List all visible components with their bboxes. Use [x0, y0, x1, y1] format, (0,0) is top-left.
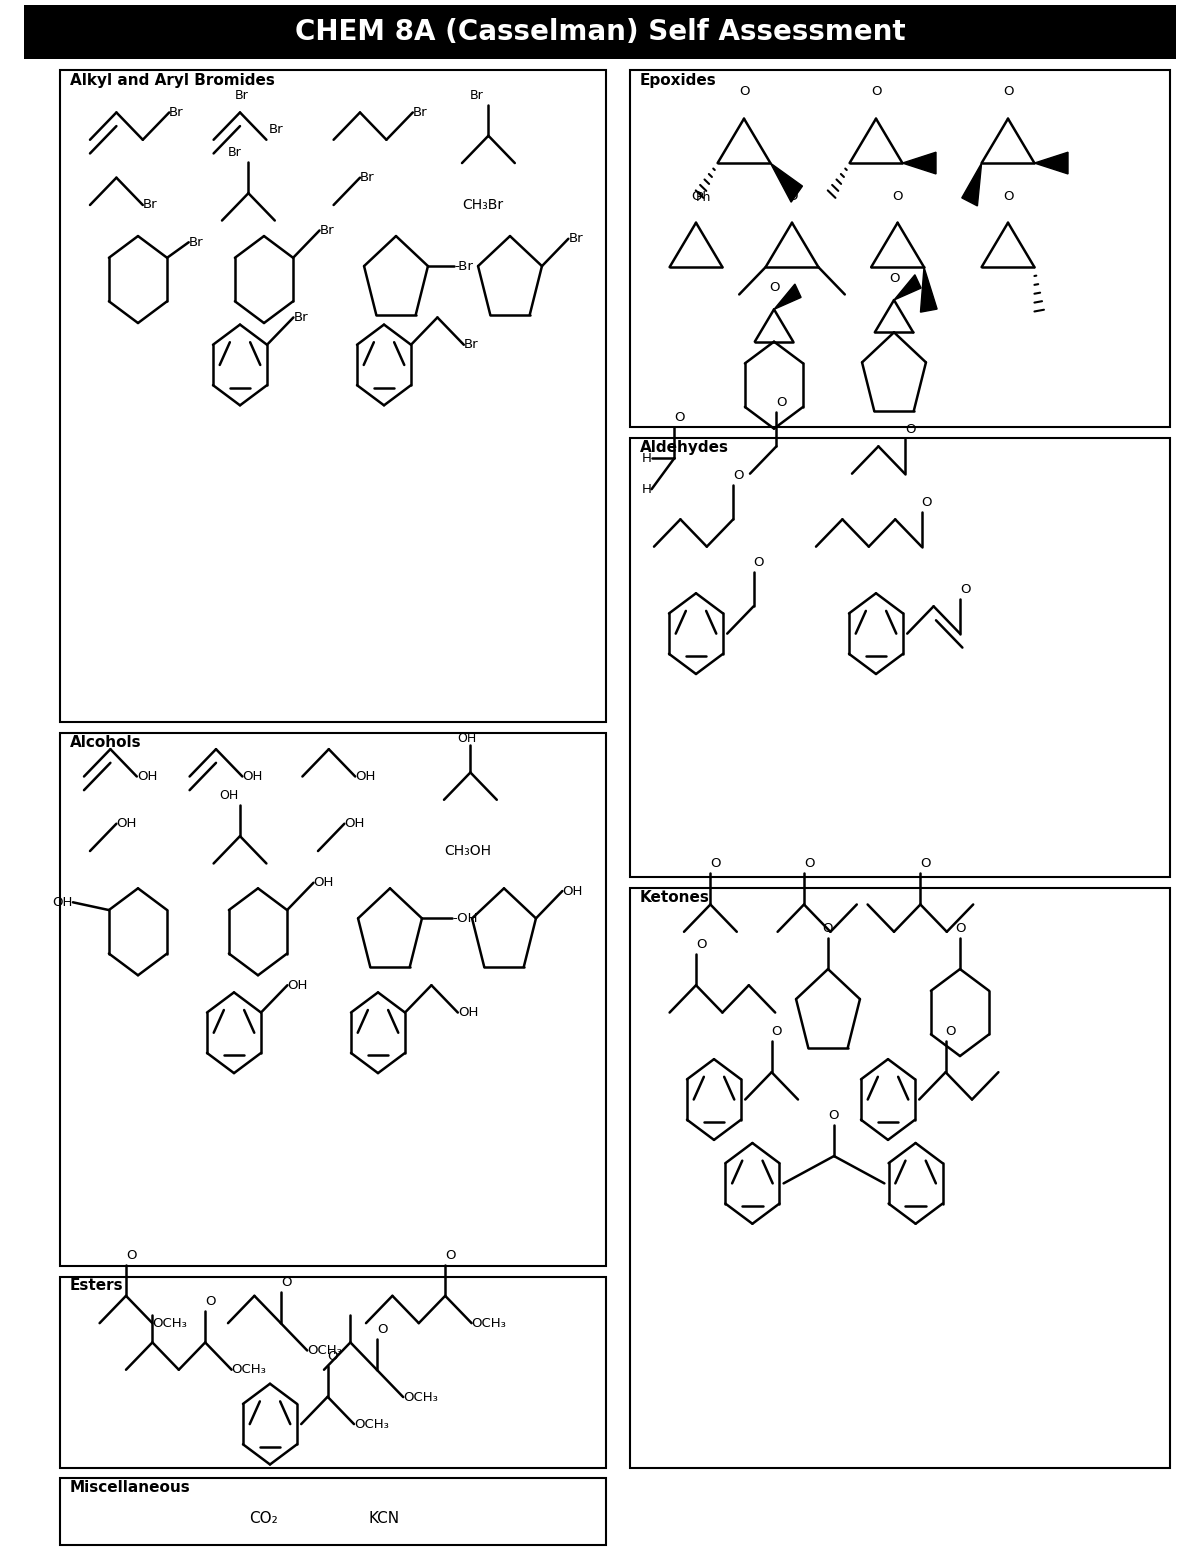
Bar: [24, 5, 1176, 59]
Text: CH₃OH: CH₃OH: [444, 843, 491, 859]
Text: OH: OH: [344, 817, 365, 831]
Text: OCH₃: OCH₃: [403, 1390, 438, 1404]
Bar: [60, 733, 606, 1266]
Text: O: O: [889, 272, 899, 284]
Text: Br: Br: [569, 233, 583, 245]
Text: OH: OH: [457, 731, 476, 745]
Text: O: O: [946, 1025, 956, 1037]
Text: OH: OH: [563, 885, 583, 898]
Text: Br: Br: [319, 224, 334, 238]
Text: O: O: [205, 1295, 216, 1308]
Bar: [60, 1277, 606, 1468]
Text: O: O: [905, 424, 916, 436]
Text: Br: Br: [470, 89, 484, 101]
Text: O: O: [281, 1277, 292, 1289]
Text: Br: Br: [269, 123, 283, 137]
Text: Epoxides: Epoxides: [640, 73, 716, 89]
Polygon shape: [920, 267, 937, 312]
Text: Miscellaneous: Miscellaneous: [70, 1480, 191, 1496]
Text: OCH₃: OCH₃: [472, 1317, 506, 1329]
Polygon shape: [774, 284, 802, 309]
Text: CO₂: CO₂: [250, 1511, 278, 1527]
Text: O: O: [776, 396, 787, 408]
Text: -Br: -Br: [455, 259, 473, 273]
Text: O: O: [772, 1025, 782, 1037]
Text: O: O: [710, 857, 721, 870]
Text: Esters: Esters: [70, 1278, 124, 1294]
Text: O: O: [733, 469, 744, 481]
Bar: [60, 1478, 606, 1545]
Text: O: O: [920, 857, 931, 870]
Polygon shape: [894, 275, 922, 300]
Text: O: O: [787, 189, 797, 202]
Text: Br: Br: [413, 106, 427, 120]
Text: OH: OH: [242, 770, 263, 783]
Text: O: O: [328, 1350, 338, 1362]
Text: -OH: -OH: [452, 912, 478, 926]
Text: O: O: [893, 189, 902, 202]
Text: OCH₃: OCH₃: [307, 1343, 342, 1357]
Text: CH₃Br: CH₃Br: [462, 197, 503, 213]
Text: H: H: [642, 452, 652, 464]
Bar: [60, 70, 606, 722]
Text: Br: Br: [143, 199, 157, 211]
Polygon shape: [902, 152, 936, 174]
Text: Br: Br: [464, 339, 479, 351]
Bar: [630, 438, 1170, 877]
Text: O: O: [691, 189, 701, 202]
Text: O: O: [829, 1109, 839, 1121]
Text: O: O: [922, 497, 932, 509]
Text: O: O: [674, 412, 685, 424]
Text: Br: Br: [169, 106, 184, 120]
Text: Alcohols: Alcohols: [70, 735, 142, 750]
Text: OCH₃: OCH₃: [152, 1317, 187, 1329]
Text: CHEM 8A (Casselman) Self Assessment: CHEM 8A (Casselman) Self Assessment: [295, 17, 905, 47]
Text: O: O: [823, 922, 833, 935]
Polygon shape: [1034, 152, 1068, 174]
Text: O: O: [804, 857, 815, 870]
Text: O: O: [955, 922, 965, 935]
Text: H: H: [642, 483, 652, 495]
Text: OCH₃: OCH₃: [232, 1364, 266, 1376]
Text: O: O: [377, 1323, 388, 1336]
Text: OCH₃: OCH₃: [354, 1418, 389, 1430]
Polygon shape: [962, 163, 982, 207]
Text: Br: Br: [235, 89, 248, 102]
Polygon shape: [770, 163, 803, 202]
Text: O: O: [871, 85, 881, 98]
Text: Br: Br: [188, 236, 203, 248]
Text: O: O: [1003, 189, 1013, 202]
Text: OH: OH: [137, 770, 157, 783]
Text: Alkyl and Aryl Bromides: Alkyl and Aryl Bromides: [70, 73, 275, 89]
Text: O: O: [445, 1249, 456, 1261]
Text: O: O: [769, 281, 779, 294]
Text: O: O: [739, 85, 749, 98]
Text: OH: OH: [288, 978, 307, 992]
Bar: [630, 70, 1170, 427]
Text: Aldehydes: Aldehydes: [640, 439, 728, 455]
Text: O: O: [1003, 85, 1013, 98]
Text: KCN: KCN: [368, 1511, 400, 1527]
Text: OH: OH: [355, 770, 376, 783]
Text: OH: OH: [458, 1006, 478, 1019]
Text: Br: Br: [360, 171, 374, 185]
Bar: [630, 888, 1170, 1468]
Text: Br: Br: [227, 146, 241, 158]
Text: Br: Br: [294, 311, 308, 325]
Text: O: O: [696, 938, 707, 950]
Text: OH: OH: [313, 876, 334, 890]
Text: OH: OH: [116, 817, 137, 831]
Text: OH: OH: [218, 789, 238, 801]
Text: Ketones: Ketones: [640, 890, 709, 905]
Text: O: O: [126, 1249, 137, 1261]
Text: O: O: [960, 584, 971, 596]
Text: Ph: Ph: [696, 191, 712, 203]
Text: OH: OH: [53, 896, 73, 909]
Text: O: O: [754, 556, 764, 568]
